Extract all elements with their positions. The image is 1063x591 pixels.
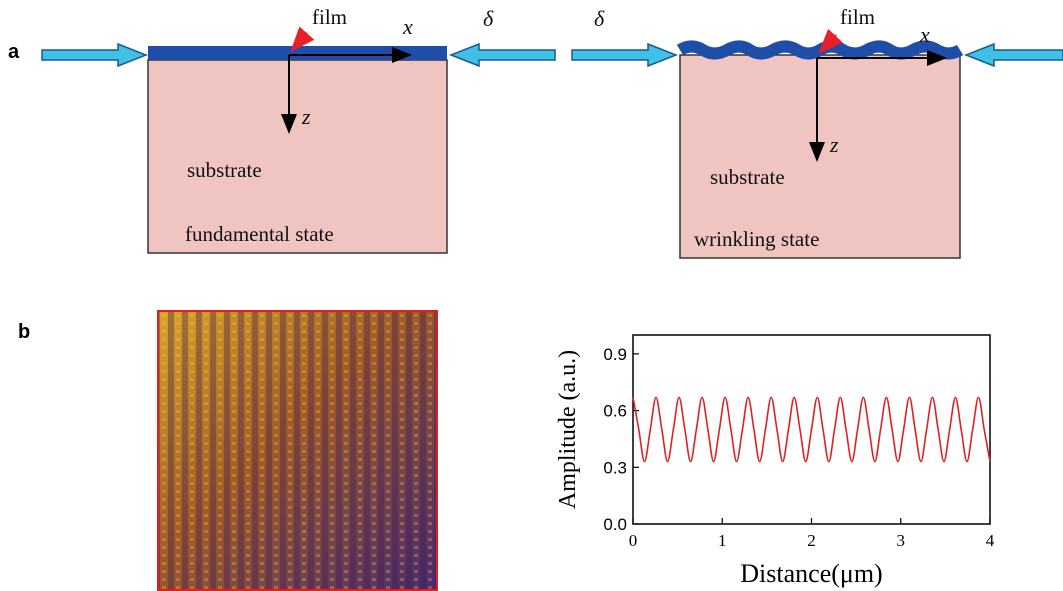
film-label: film xyxy=(312,5,347,29)
y-axis-label: Amplitude (a.u.) xyxy=(555,350,581,509)
pointer xyxy=(290,26,315,52)
afm-image xyxy=(157,310,438,591)
afm-texture xyxy=(157,310,438,591)
right-diagram: δ film x z substrate wrinkling state xyxy=(571,5,1063,259)
x-tick-label: 4 xyxy=(986,531,995,550)
film xyxy=(148,46,447,60)
data-line xyxy=(632,396,991,463)
left-diagram: film x z substrate fundamental state δ xyxy=(41,5,556,254)
y-tick-label: 0.3 xyxy=(603,458,627,477)
z-label: z xyxy=(301,104,311,129)
panel-label: a xyxy=(8,41,20,63)
compression-arrow xyxy=(571,42,679,68)
y-tick-label: 0.6 xyxy=(603,402,627,421)
x-label: x xyxy=(919,22,930,47)
x-tick-label: 3 xyxy=(897,531,906,550)
x-tick-label: 1 xyxy=(718,531,727,550)
substrate-label: substrate xyxy=(187,158,262,182)
y-tick-label: 0.0 xyxy=(603,515,627,534)
delta-label: δ xyxy=(594,6,605,31)
x-label: x xyxy=(402,14,413,39)
panel-label: b xyxy=(18,321,30,343)
z-label: z xyxy=(829,132,839,157)
substrate-label: substrate xyxy=(710,165,785,189)
x-axis-label: Distance(μm) xyxy=(740,559,882,588)
delta-label: δ xyxy=(483,6,494,31)
chart: 0.0 0.3 0.6 0.9 0 1 2 3 4 Distance(μm) Amplitude (… xyxy=(555,334,995,588)
state-label: fundamental state xyxy=(185,222,334,246)
x-tick-label: 0 xyxy=(629,531,638,550)
film-label: film xyxy=(840,5,875,29)
state-label: wrinkling state xyxy=(694,227,819,251)
pointer xyxy=(818,28,843,54)
y-tick-label: 0.9 xyxy=(603,345,627,364)
x-tick-label: 2 xyxy=(807,531,816,550)
compression-arrow xyxy=(448,42,556,68)
substrate xyxy=(147,59,448,254)
compression-arrow xyxy=(963,42,1063,68)
compression-arrow xyxy=(41,42,149,68)
wrinkled-film xyxy=(676,40,964,60)
